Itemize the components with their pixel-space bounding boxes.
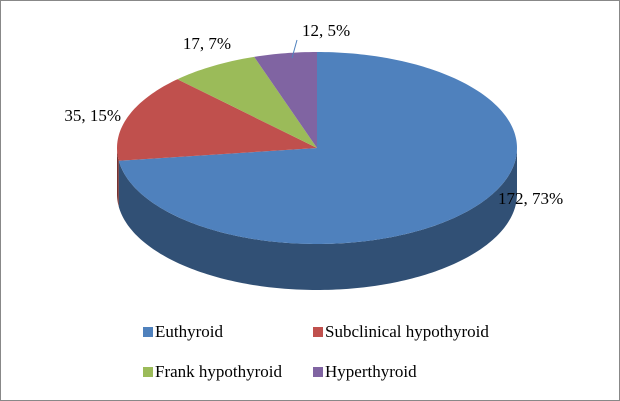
leader-line (291, 39, 298, 59)
slice (118, 52, 517, 244)
legend-swatch (143, 327, 153, 337)
slice-side (118, 148, 517, 290)
data-label: 35, 15% (64, 106, 121, 125)
legend-swatch (143, 367, 153, 377)
data-label: 17, 7% (183, 34, 231, 53)
legend-swatch (313, 327, 323, 337)
legend-label: Euthyroid (155, 322, 223, 341)
slice (254, 52, 317, 148)
data-label: 172, 73% (498, 189, 563, 208)
data-label: 12, 5% (302, 21, 350, 40)
legend-label: Frank hypothyroid (155, 362, 283, 381)
legend-swatch (313, 367, 323, 377)
legend-label: Hyperthyroid (325, 362, 417, 381)
legend-label: Subclinical hypothyroid (325, 322, 489, 341)
slice (117, 79, 318, 161)
slice-side (117, 148, 119, 207)
slice (177, 56, 317, 148)
